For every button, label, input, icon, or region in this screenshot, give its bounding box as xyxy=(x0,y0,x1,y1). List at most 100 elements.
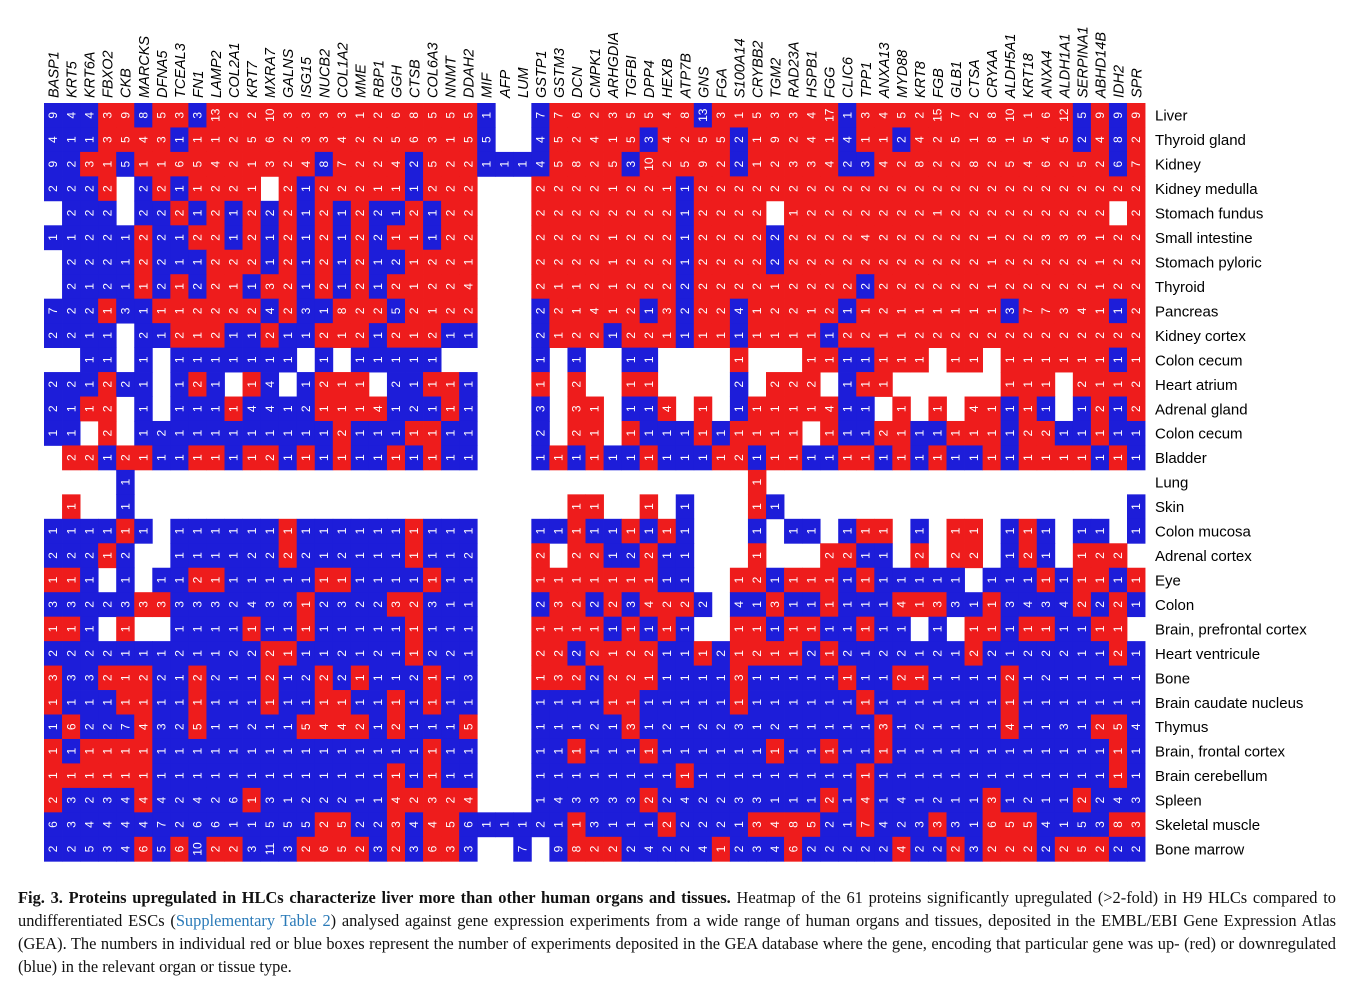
supplementary-table-link[interactable]: Supplementary Table 2 xyxy=(175,911,331,930)
heatmap-cell xyxy=(1072,518,1092,544)
cell-value-label: 2 xyxy=(353,160,367,167)
cell-value-label: 1 xyxy=(1075,527,1089,534)
heatmap-cell xyxy=(982,127,1002,153)
heatmap-cell xyxy=(928,151,947,177)
heatmap-cell xyxy=(982,274,1002,300)
cell-value-label: 2 xyxy=(1075,209,1089,216)
heatmap-cell xyxy=(98,372,117,397)
cell-value-label: 2 xyxy=(227,160,241,167)
heatmap-cell xyxy=(368,127,388,153)
heatmap-cell xyxy=(242,274,261,300)
cell-value-label: 1 xyxy=(750,332,764,339)
heatmap-cell xyxy=(242,592,261,618)
cell-value-label: 2 xyxy=(786,185,800,192)
heatmap-cell xyxy=(747,200,767,226)
heatmap-cell xyxy=(278,298,298,324)
cell-value-label: 1 xyxy=(425,552,439,559)
cell-value-label: 2 xyxy=(895,234,909,241)
heatmap-cell xyxy=(910,274,929,300)
cell-value-label: 2 xyxy=(46,381,60,388)
cell-value-label: 1 xyxy=(227,552,241,559)
heatmap-cell xyxy=(62,372,81,397)
cell-value-label: 1 xyxy=(714,772,728,779)
cell-value-label: 1 xyxy=(985,576,999,583)
cell-value-label: 2 xyxy=(1021,283,1035,290)
column-label: MIF xyxy=(480,72,496,98)
heatmap-cell xyxy=(964,445,983,471)
heatmap-cell xyxy=(441,396,460,422)
column-label: CTSB xyxy=(408,59,424,98)
cell-value-label: 1 xyxy=(46,527,60,534)
heatmap-cell xyxy=(946,298,965,324)
cell-value-label: 1 xyxy=(443,405,457,412)
cell-value-label: 1 xyxy=(281,796,295,803)
cell-value-label: 1 xyxy=(353,381,367,388)
heatmap-cell xyxy=(838,151,857,177)
cell-value-label: 2 xyxy=(353,185,367,192)
cell-value-label: 1 xyxy=(985,258,999,265)
cell-value-label: 5 xyxy=(696,136,710,143)
heatmap-cell xyxy=(1108,323,1128,348)
cell-value-label: 3 xyxy=(858,112,872,119)
cell-value-label: 1 xyxy=(696,650,710,657)
cell-value-label: 6 xyxy=(173,845,187,852)
heatmap-cell xyxy=(711,103,731,128)
cell-value-label: 1 xyxy=(245,576,259,583)
cell-value-label: 1 xyxy=(136,283,150,290)
heatmap-cell xyxy=(639,592,659,618)
heatmap-cell xyxy=(423,592,442,618)
cell-value-label: 1 xyxy=(534,699,548,706)
cell-value-label: 3 xyxy=(1075,234,1089,241)
cell-value-label: 5 xyxy=(552,160,566,167)
cell-value-label: 1 xyxy=(173,185,187,192)
cell-value-label: 1 xyxy=(858,430,872,437)
heatmap-cell xyxy=(1054,567,1074,593)
heatmap-cell xyxy=(964,127,983,153)
cell-value-label: 1 xyxy=(1093,699,1107,706)
heatmap-cell xyxy=(423,396,442,422)
cell-value-label: 10 xyxy=(263,108,277,122)
cell-value-label: 2 xyxy=(1075,258,1089,265)
heatmap-cell xyxy=(1090,176,1110,202)
heatmap-cell xyxy=(206,347,225,373)
cell-value-label: 2 xyxy=(732,845,746,852)
heatmap-cell xyxy=(982,103,1002,128)
heatmap-cell xyxy=(567,323,586,348)
cell-value-label: 1 xyxy=(100,699,114,706)
cell-value-label: 1 xyxy=(191,625,205,632)
heatmap-cell xyxy=(350,567,370,593)
cell-value-label: 1 xyxy=(678,772,692,779)
column-label: NUCB2 xyxy=(317,49,333,98)
row-label: Stomach fundus xyxy=(1155,206,1263,223)
cell-value-label: 1 xyxy=(461,625,475,632)
heatmap-cell xyxy=(368,298,388,324)
cell-value-label: 1 xyxy=(624,405,638,412)
cell-value-label: 3 xyxy=(155,601,169,608)
cell-value-label: 1 xyxy=(642,772,656,779)
heatmap-cell xyxy=(296,518,316,544)
heatmap-cell xyxy=(278,567,298,593)
heatmap-cell xyxy=(332,518,352,544)
heatmap-cell xyxy=(278,323,298,348)
heatmap-cell xyxy=(332,298,352,324)
cell-value-label: 1 xyxy=(82,405,96,412)
cell-value-label: 2 xyxy=(100,258,114,265)
cell-value-label: 2 xyxy=(64,258,78,265)
heatmap-cell xyxy=(224,249,243,275)
cell-value-label: 1 xyxy=(877,527,891,534)
cell-value-label: 7 xyxy=(858,821,872,828)
cell-value-label: 1 xyxy=(299,650,313,657)
cell-value-label: 1 xyxy=(299,430,313,437)
heatmap-cell xyxy=(242,372,261,397)
heatmap-cell xyxy=(711,151,731,177)
cell-value-label: 1 xyxy=(570,772,584,779)
cell-value-label: 1 xyxy=(389,650,403,657)
heatmap-cell xyxy=(964,200,983,226)
cell-value-label: 2 xyxy=(967,332,981,339)
cell-value-label: 4 xyxy=(1075,307,1089,314)
cell-value-label: 1 xyxy=(1093,381,1107,388)
cell-value-label: 1 xyxy=(317,356,331,363)
cell-value-label: 4 xyxy=(1111,796,1125,803)
heatmap-cell xyxy=(603,127,622,153)
heatmap-cell xyxy=(152,225,171,251)
